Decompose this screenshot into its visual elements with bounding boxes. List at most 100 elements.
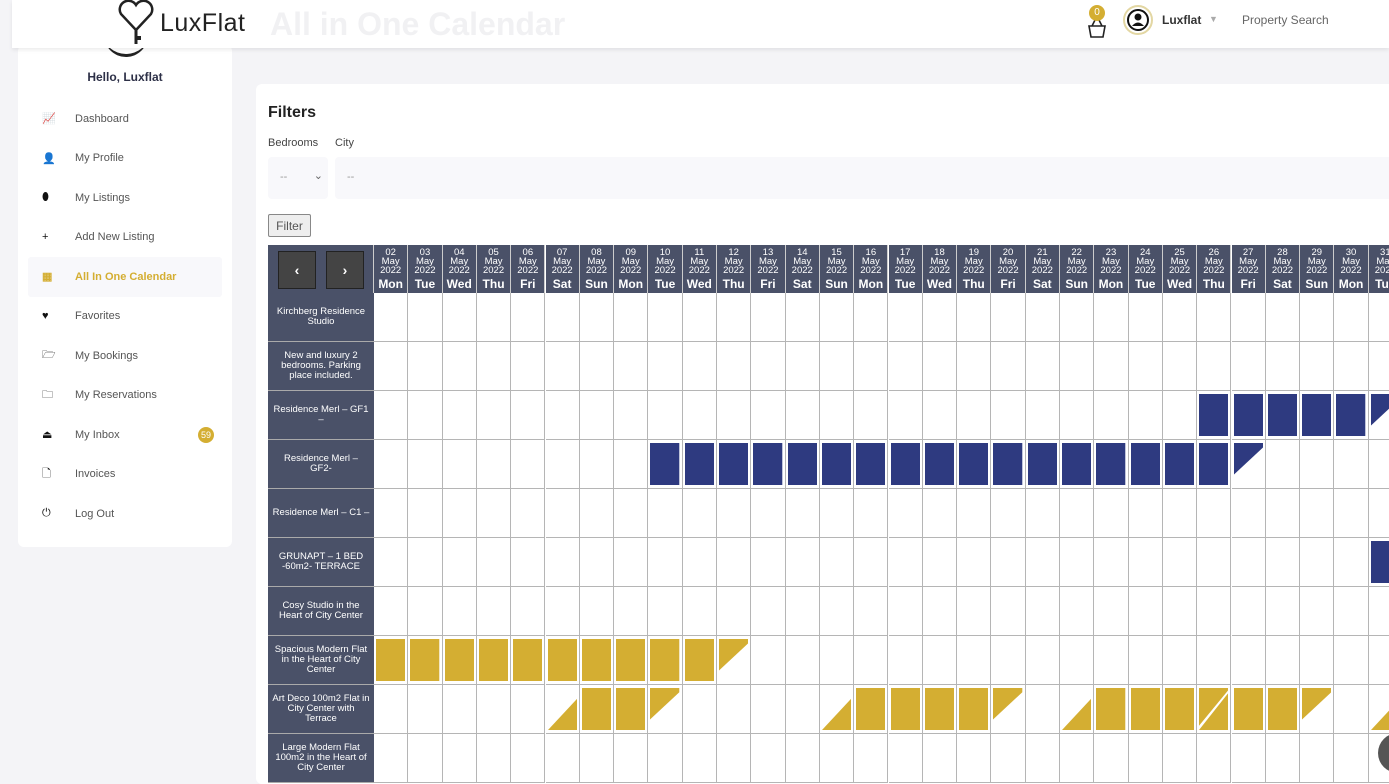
prev-button[interactable]: ‹ — [278, 251, 316, 289]
logo[interactable]: LuxFlat — [116, 0, 245, 46]
calendar-cell[interactable] — [511, 734, 546, 783]
calendar-cell[interactable] — [1231, 636, 1266, 685]
booking-block[interactable] — [924, 688, 955, 730]
calendar-cell[interactable] — [374, 685, 409, 734]
calendar-cell[interactable] — [1334, 293, 1369, 342]
booking-block[interactable] — [890, 443, 920, 485]
booking-block[interactable] — [924, 443, 955, 485]
calendar-cell[interactable] — [1368, 440, 1389, 489]
booking-block[interactable] — [1096, 688, 1126, 730]
calendar-cell[interactable] — [614, 587, 649, 636]
booking-block[interactable] — [1062, 443, 1092, 485]
calendar-cell[interactable] — [888, 391, 923, 440]
sidebar-item-my-bookings[interactable]: 🗁 My Bookings — [28, 336, 222, 376]
booking-block[interactable] — [890, 688, 920, 730]
calendar-cell[interactable] — [717, 734, 752, 783]
calendar-cell[interactable] — [1162, 636, 1198, 685]
calendar-cell[interactable] — [374, 489, 409, 538]
calendar-cell[interactable] — [545, 391, 580, 440]
calendar-cell[interactable] — [1231, 440, 1266, 489]
bedrooms-select[interactable]: -- ⌄ — [268, 157, 328, 199]
calendar-cell[interactable] — [991, 440, 1026, 489]
calendar-cell[interactable] — [614, 293, 649, 342]
booking-block[interactable] — [1164, 443, 1195, 485]
calendar-cell[interactable] — [957, 685, 992, 734]
calendar-cell[interactable] — [1025, 734, 1060, 783]
calendar-cell[interactable] — [1162, 391, 1198, 440]
calendar-cell[interactable] — [682, 685, 717, 734]
calendar-cell[interactable] — [717, 440, 752, 489]
calendar-cell[interactable] — [1231, 685, 1266, 734]
sidebar-item-my-inbox[interactable]: ⏏ My Inbox 59 — [28, 415, 222, 455]
calendar-cell[interactable] — [1060, 685, 1095, 734]
calendar-cell[interactable] — [476, 391, 512, 440]
calendar-cell[interactable] — [1094, 440, 1129, 489]
calendar-cell[interactable] — [442, 489, 477, 538]
calendar-cell[interactable] — [1197, 636, 1232, 685]
calendar-cell[interactable] — [648, 636, 683, 685]
booking-block[interactable] — [787, 443, 817, 485]
calendar-cell[interactable] — [751, 636, 786, 685]
booking-block[interactable] — [821, 688, 852, 730]
calendar-cell[interactable] — [922, 734, 958, 783]
calendar-cell[interactable] — [819, 342, 855, 391]
calendar-cell[interactable] — [476, 636, 512, 685]
calendar-cell[interactable] — [991, 734, 1026, 783]
calendar-cell[interactable] — [819, 734, 855, 783]
calendar-cell[interactable] — [476, 342, 512, 391]
calendar-cell[interactable] — [1265, 489, 1301, 538]
calendar-cell[interactable] — [476, 293, 512, 342]
calendar-cell[interactable] — [854, 685, 889, 734]
property-name[interactable]: New and luxury 2 bedrooms. Parking place… — [268, 342, 374, 391]
booking-block[interactable] — [444, 639, 474, 681]
calendar-cell[interactable] — [854, 538, 889, 587]
calendar-cell[interactable] — [579, 538, 615, 587]
calendar-cell[interactable] — [819, 391, 855, 440]
booking-block[interactable] — [547, 688, 577, 730]
booking-block[interactable] — [856, 443, 886, 485]
booking-block[interactable] — [650, 688, 680, 730]
calendar-cell[interactable] — [648, 391, 683, 440]
calendar-cell[interactable] — [374, 440, 409, 489]
calendar-cell[interactable] — [511, 489, 546, 538]
calendar-cell[interactable] — [957, 440, 992, 489]
calendar-cell[interactable] — [751, 685, 786, 734]
calendar-cell[interactable] — [1060, 391, 1095, 440]
calendar-cell[interactable] — [1368, 489, 1389, 538]
sidebar-item-invoices[interactable]: 🗋 Invoices — [28, 455, 222, 495]
calendar-cell[interactable] — [785, 440, 820, 489]
calendar-cell[interactable] — [922, 636, 958, 685]
calendar-cell[interactable] — [614, 391, 649, 440]
calendar-cell[interactable] — [682, 587, 717, 636]
calendar-cell[interactable] — [1025, 636, 1060, 685]
calendar-cell[interactable] — [888, 587, 923, 636]
booking-block[interactable] — [1336, 394, 1366, 436]
calendar-cell[interactable] — [922, 587, 958, 636]
booking-block[interactable] — [753, 443, 783, 485]
booking-block[interactable] — [1164, 688, 1195, 730]
booking-block[interactable] — [1199, 688, 1229, 730]
calendar-cell[interactable] — [476, 685, 512, 734]
booking-block[interactable] — [993, 688, 1023, 730]
calendar-cell[interactable] — [991, 391, 1026, 440]
calendar-cell[interactable] — [682, 293, 717, 342]
calendar-cell[interactable] — [751, 489, 786, 538]
calendar-cell[interactable] — [614, 685, 649, 734]
calendar-cell[interactable] — [1094, 391, 1129, 440]
calendar-cell[interactable] — [854, 342, 889, 391]
calendar-cell[interactable] — [991, 538, 1026, 587]
booking-block[interactable] — [581, 688, 612, 730]
sidebar-item-my-reservations[interactable]: 🗀 My Reservations — [28, 376, 222, 416]
calendar-cell[interactable] — [1265, 587, 1301, 636]
booking-block[interactable] — [1302, 688, 1332, 730]
calendar-cell[interactable] — [1265, 342, 1301, 391]
calendar-cell[interactable] — [819, 538, 855, 587]
calendar-cell[interactable] — [1162, 293, 1198, 342]
calendar-cell[interactable] — [751, 734, 786, 783]
calendar-cell[interactable] — [717, 587, 752, 636]
calendar-cell[interactable] — [1162, 342, 1198, 391]
calendar-cell[interactable] — [1334, 734, 1369, 783]
calendar-cell[interactable] — [648, 734, 683, 783]
calendar-cell[interactable] — [1025, 587, 1060, 636]
calendar-cell[interactable] — [717, 489, 752, 538]
